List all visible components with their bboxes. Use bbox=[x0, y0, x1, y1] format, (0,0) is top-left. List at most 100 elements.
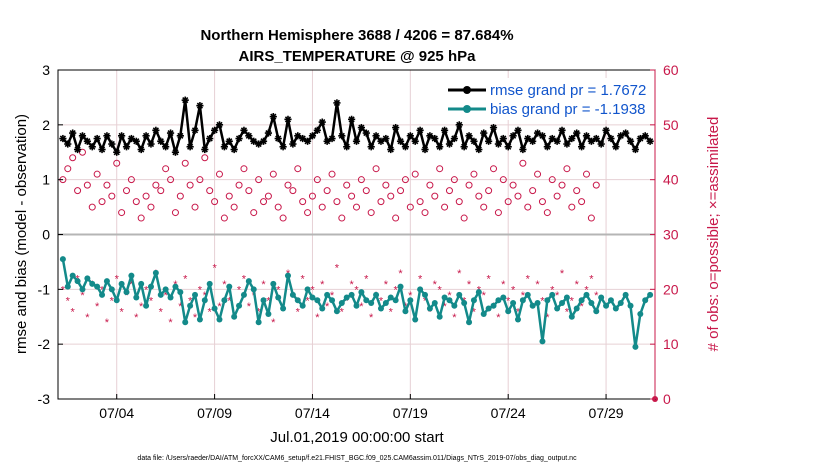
x-tick-label: 07/29 bbox=[589, 405, 624, 421]
obs-assimilated-point: * bbox=[242, 273, 247, 285]
obs-possible-point bbox=[299, 198, 307, 206]
bias-point bbox=[529, 302, 536, 309]
obs-possible-point bbox=[470, 170, 478, 178]
bias-point bbox=[510, 300, 517, 307]
legend-rmse-label: rmse grand pr = 1.7672 bbox=[490, 82, 646, 99]
rmse-point bbox=[568, 134, 576, 143]
rmse-point bbox=[406, 132, 414, 140]
obs-assimilated-point: * bbox=[256, 306, 261, 318]
bias-point bbox=[59, 256, 66, 263]
bias-point bbox=[568, 313, 575, 320]
obs-assimilated-point: * bbox=[188, 295, 193, 307]
bias-point bbox=[260, 297, 267, 304]
obs-possible-point bbox=[328, 170, 336, 178]
obs-possible-point bbox=[377, 198, 385, 206]
obs-assimilated-point: * bbox=[545, 312, 550, 324]
obs-possible-point bbox=[186, 181, 194, 189]
x-axis-label: Jul.01,2019 00:00:00 start bbox=[270, 429, 444, 446]
obs-possible-point bbox=[416, 198, 424, 206]
axis-ticks: 07/04 07/09 07/14 07/19 07/24 07/29 -3 -2 -1 0 1 2 3… bbox=[38, 62, 679, 421]
obs-assimilated-point: * bbox=[149, 295, 154, 307]
obs-possible-point bbox=[514, 192, 522, 200]
rmse-point bbox=[558, 126, 566, 134]
y-tick-label: -2 bbox=[38, 336, 51, 352]
obs-possible-point bbox=[534, 170, 542, 178]
obs-possible-point bbox=[240, 165, 248, 173]
bias-point bbox=[549, 291, 556, 298]
rmse-point bbox=[626, 137, 635, 145]
chart-title-line1: Northern Hemisphere 3688 / 4206 = 87.684… bbox=[200, 27, 513, 44]
obs-possible-point bbox=[592, 181, 600, 189]
bias-point bbox=[231, 313, 238, 320]
obs-assimilated-point: * bbox=[364, 273, 369, 285]
obs-assimilated-point: * bbox=[560, 268, 565, 280]
rmse-point bbox=[250, 137, 258, 145]
bias-point bbox=[368, 300, 375, 307]
bias-point bbox=[74, 278, 81, 285]
rmse-point bbox=[113, 148, 121, 156]
obs-possible-point bbox=[74, 187, 82, 195]
rmse-point bbox=[387, 145, 395, 154]
obs-possible-point bbox=[103, 181, 111, 189]
bias-point bbox=[559, 300, 566, 307]
rmse-point bbox=[230, 145, 238, 154]
bias-point bbox=[637, 311, 644, 318]
obs-possible-point bbox=[353, 203, 360, 211]
obs-assimilated-point: * bbox=[193, 312, 198, 324]
bias-point bbox=[319, 305, 326, 312]
rmse-point bbox=[372, 132, 380, 140]
obs-assimilated-point: * bbox=[164, 290, 169, 302]
obs-possible-point bbox=[348, 192, 356, 200]
obs-assimilated-point: * bbox=[589, 273, 594, 285]
y-tick-label: 0 bbox=[42, 227, 50, 243]
obs-possible-point bbox=[260, 198, 268, 206]
obs-possible-point bbox=[201, 154, 209, 162]
obs-possible-point bbox=[372, 165, 380, 173]
bias-point bbox=[387, 294, 394, 301]
rmse-point bbox=[343, 143, 351, 151]
bias-point bbox=[138, 280, 145, 287]
rmse-point bbox=[489, 123, 498, 132]
obs-assimilated-point: * bbox=[301, 273, 306, 285]
bias-point bbox=[470, 297, 477, 304]
bias-point bbox=[402, 308, 409, 315]
obs-assimilated-point: * bbox=[516, 306, 521, 318]
rmse-point bbox=[480, 129, 488, 137]
obs-possible-point bbox=[568, 203, 576, 211]
rmse-point bbox=[548, 134, 556, 143]
rmse-point bbox=[245, 132, 253, 140]
rmse-point bbox=[401, 143, 410, 151]
y-right-tick-label: 50 bbox=[663, 117, 679, 133]
obs-assimilated-point: * bbox=[71, 306, 76, 318]
obs-assimilated-point: * bbox=[433, 279, 438, 291]
obs-assimilated-point: * bbox=[305, 295, 310, 307]
obs-possible-point bbox=[147, 203, 155, 211]
bias-point bbox=[123, 289, 130, 296]
bias-point bbox=[108, 286, 115, 293]
rmse-point bbox=[357, 123, 365, 132]
bias-point bbox=[157, 291, 164, 298]
bias-point bbox=[152, 269, 159, 276]
x-tick-label: 07/04 bbox=[99, 405, 134, 421]
rmse-point bbox=[93, 134, 101, 143]
obs-assimilated-point: * bbox=[271, 317, 276, 329]
rmse-point bbox=[396, 137, 405, 145]
obs-possible-point bbox=[431, 192, 439, 200]
obs-possible-point bbox=[211, 198, 219, 206]
obs-possible-point bbox=[191, 203, 199, 211]
obs-assimilated-point: * bbox=[168, 317, 173, 329]
bias-point bbox=[118, 280, 125, 287]
obs-assimilated-point: * bbox=[124, 290, 129, 302]
obs-assimilated-point: * bbox=[555, 290, 560, 302]
obs-possible-point bbox=[176, 192, 184, 200]
obs-assimilated-point: * bbox=[266, 295, 271, 307]
rmse-point bbox=[313, 126, 321, 134]
obs-assimilated-point: * bbox=[66, 295, 71, 307]
bias-point bbox=[304, 286, 311, 293]
bias-point bbox=[441, 294, 448, 301]
bias-point bbox=[647, 291, 654, 298]
obs-assimilated-point: * bbox=[134, 312, 139, 324]
obs-assimilated-point: * bbox=[115, 273, 120, 285]
y-right-tick-label: 10 bbox=[663, 336, 679, 352]
y-right-tick-label: 20 bbox=[663, 281, 679, 297]
